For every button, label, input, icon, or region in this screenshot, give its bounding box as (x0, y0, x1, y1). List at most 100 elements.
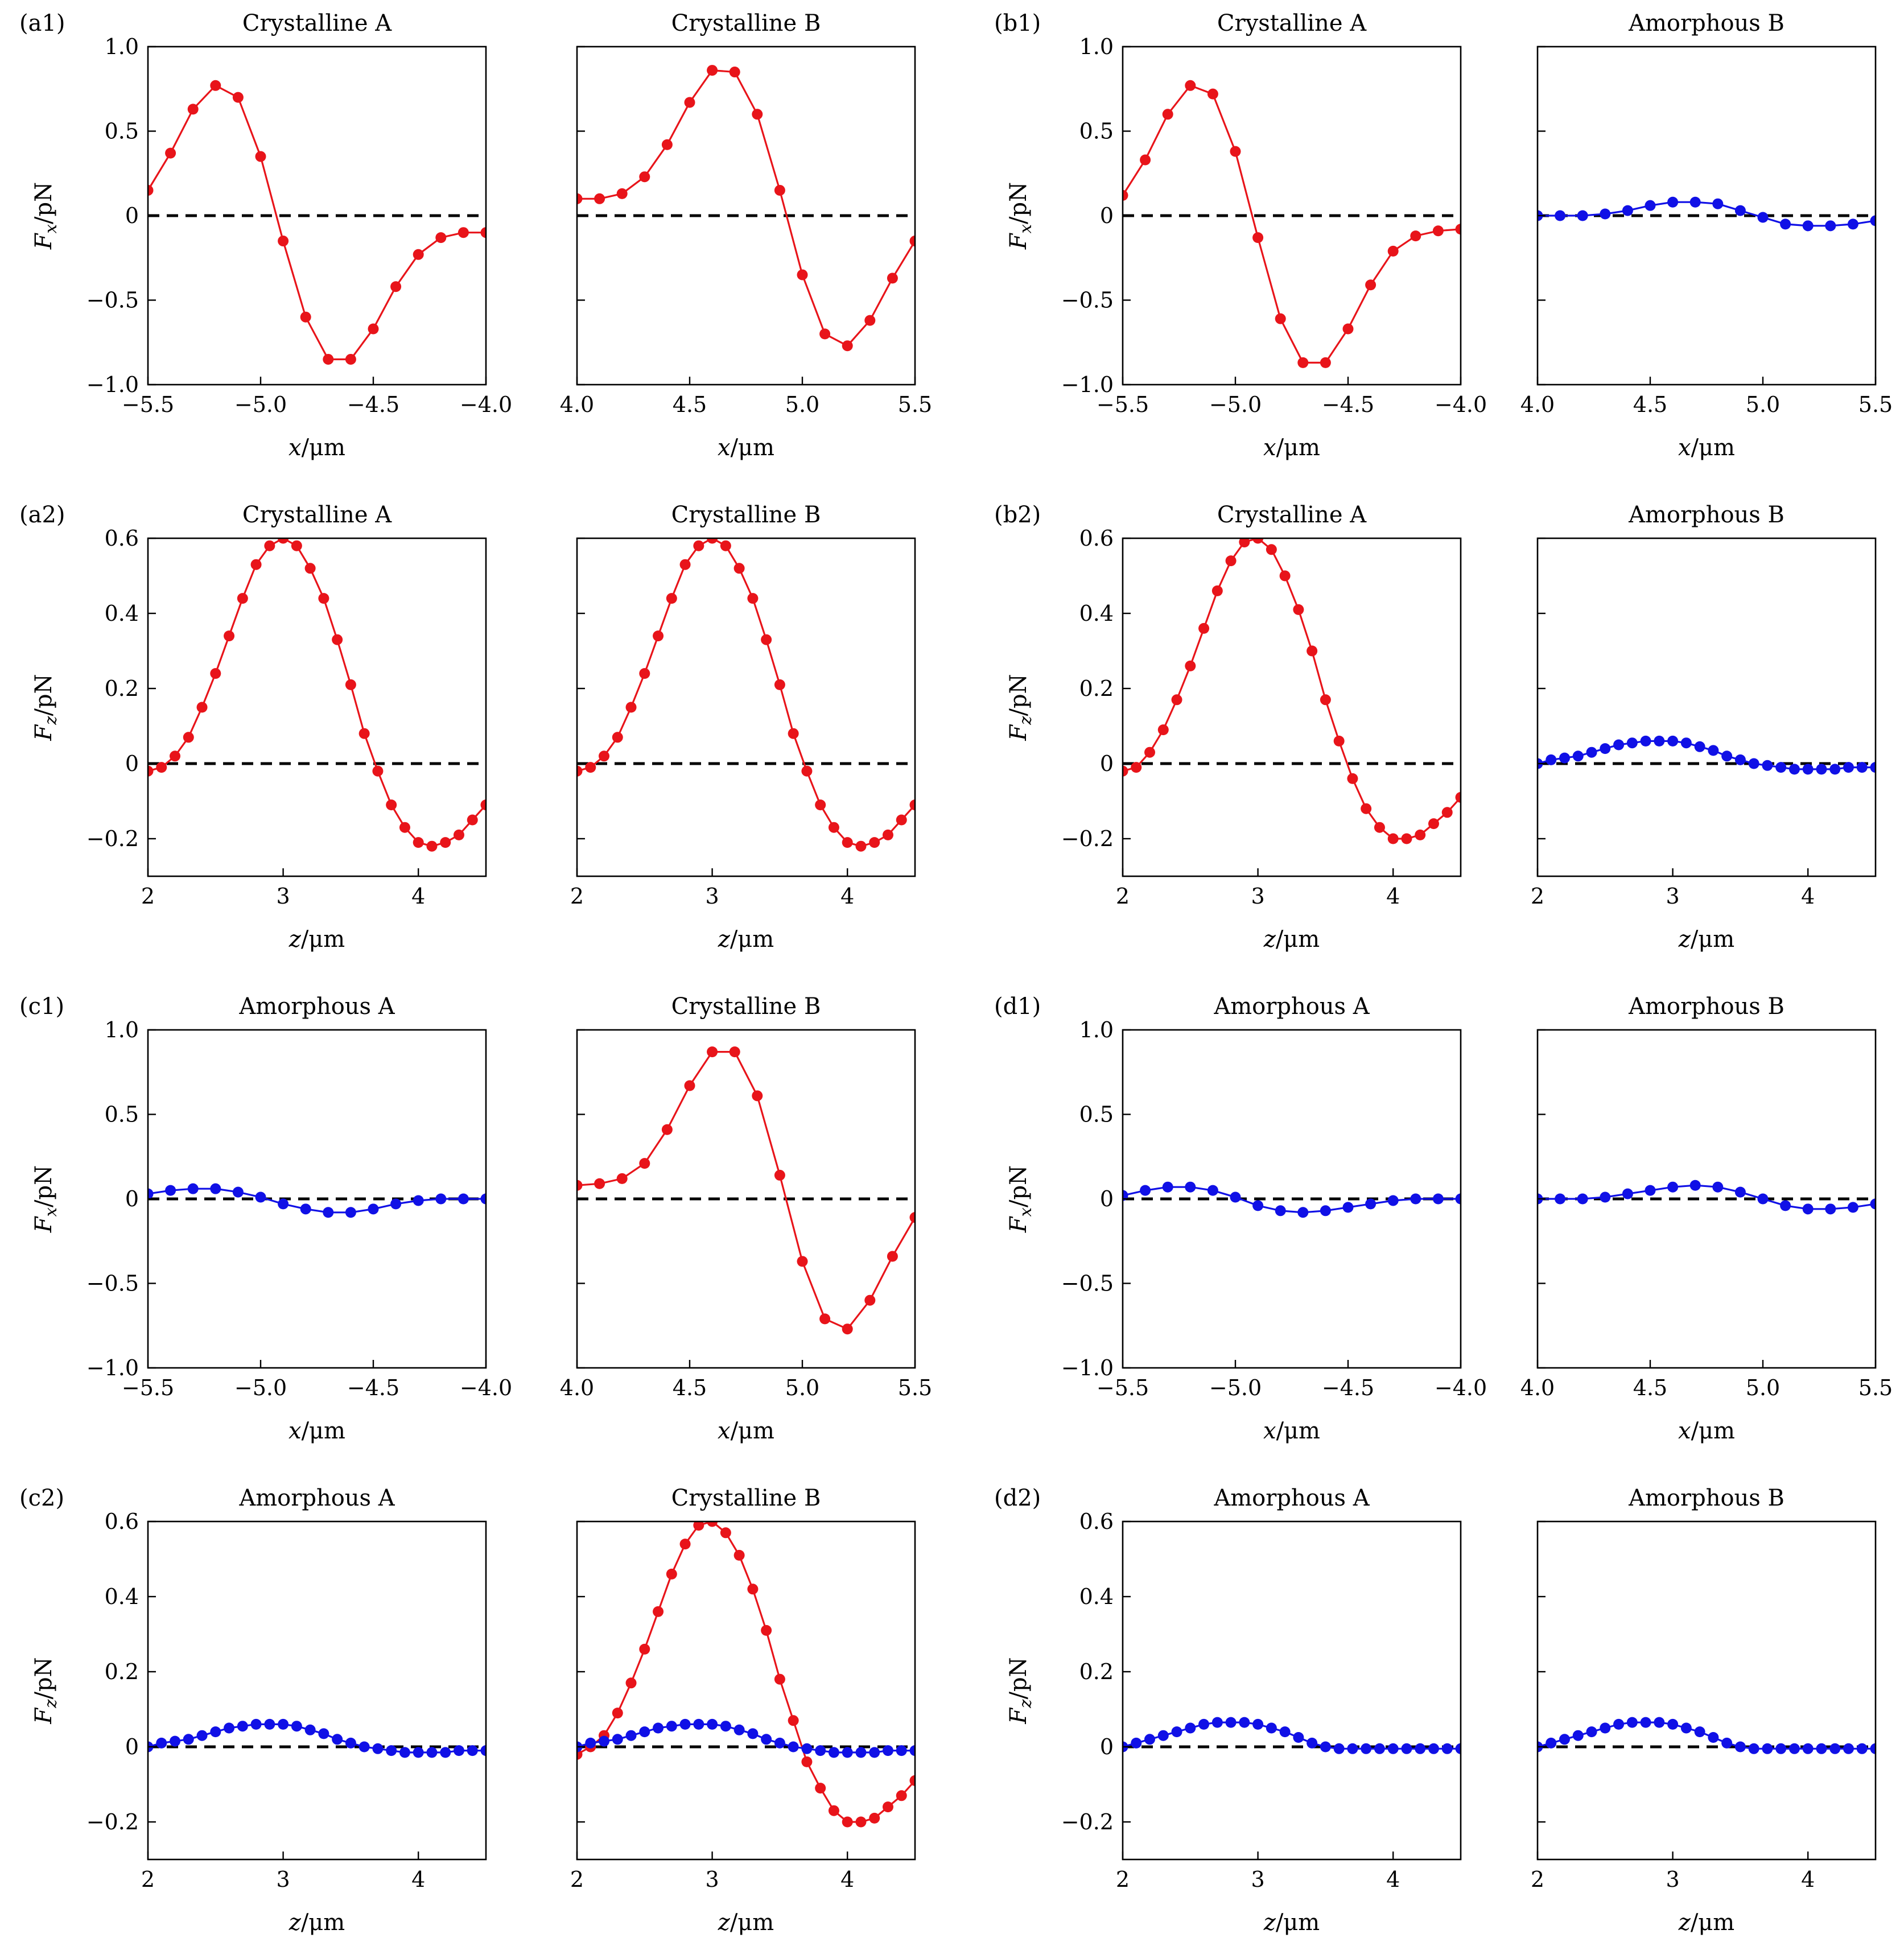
data-point (1613, 1718, 1625, 1730)
data-point (639, 1158, 650, 1169)
y-axis-label: Fx/pN (31, 1165, 60, 1233)
data-point (1546, 754, 1557, 765)
data-point (323, 1207, 334, 1218)
panel-8: Amorphous B 2 3 4 z/μm (1531, 502, 1877, 952)
data-point (801, 1743, 813, 1754)
x-tick-label: 2 (1116, 884, 1130, 909)
data-point (278, 1198, 289, 1210)
x-tick-label: 4 (1386, 1867, 1400, 1892)
data-point (1293, 604, 1304, 615)
data-point (679, 1718, 691, 1730)
data-point (413, 249, 424, 260)
data-point (1577, 1193, 1588, 1205)
series-1 (148, 1718, 486, 1758)
data-point (684, 97, 695, 108)
series-1 (577, 1521, 915, 1828)
x-tick-label: 5.0 (1746, 392, 1780, 417)
x-tick-label: −5.0 (234, 1375, 287, 1400)
data-point (250, 559, 262, 570)
data-point (237, 1721, 248, 1732)
data-point (639, 668, 650, 679)
series-line (577, 69, 915, 347)
data-point (1410, 230, 1421, 242)
data-point (1361, 803, 1372, 814)
series-1 (1538, 1717, 1876, 1754)
data-point (318, 593, 329, 604)
x-axis-label: x/μm (289, 435, 345, 461)
data-point (666, 593, 677, 604)
data-point (390, 1198, 402, 1210)
x-axis-label: z/μm (1678, 926, 1734, 952)
panel-title: Amorphous A (238, 1485, 395, 1511)
data-point (210, 668, 221, 679)
y-tick-label: 0.4 (1079, 601, 1114, 626)
x-axis-label: x/μm (718, 435, 774, 461)
data-point (1347, 1743, 1358, 1754)
x-axis-label: x/μm (1678, 435, 1735, 461)
data-point (1680, 1722, 1692, 1734)
x-tick-label: 4.5 (1633, 1375, 1667, 1400)
data-point (1577, 210, 1588, 221)
data-point (1825, 220, 1836, 232)
data-point (1410, 1193, 1421, 1205)
data-point (1829, 764, 1841, 775)
y-axis-label: Fx/pN (1005, 1165, 1035, 1233)
panel-4: Amorphous B 4.0 4.5 5.0 5.5 x/μm (1520, 10, 1893, 461)
data-point (1600, 1191, 1611, 1203)
series-line (1123, 84, 1461, 364)
data-point (1762, 760, 1773, 771)
data-point (435, 232, 447, 244)
data-point (332, 634, 343, 645)
data-point (855, 1816, 867, 1828)
data-point (666, 1721, 677, 1732)
data-point (345, 1207, 356, 1218)
data-point (1600, 208, 1611, 220)
data-point (1239, 538, 1250, 548)
panel-title: Amorphous B (1628, 10, 1785, 36)
data-point (1847, 1202, 1858, 1213)
data-point (1123, 765, 1128, 777)
data-point (616, 1173, 628, 1184)
data-point (1123, 189, 1128, 201)
y-tick-label: −0.2 (86, 826, 139, 851)
panel-tag: (a1) (19, 10, 65, 36)
y-axis-label: Fx/pN (1005, 182, 1035, 250)
data-point (480, 227, 486, 238)
panel-title: Crystalline A (1217, 10, 1367, 36)
x-axis-label: z/μm (718, 926, 774, 952)
data-point (909, 1775, 915, 1786)
data-point (1721, 751, 1733, 762)
y-tick-label: 0.4 (105, 1584, 139, 1609)
y-tick-label: −1.0 (1061, 372, 1114, 397)
data-point (1297, 357, 1309, 368)
x-tick-label: 2 (570, 1867, 584, 1892)
data-point (1559, 1734, 1571, 1745)
data-point (1694, 1726, 1705, 1738)
series-line (1538, 1184, 1876, 1210)
data-point (653, 630, 664, 642)
data-point (639, 1643, 650, 1655)
data-point (1825, 1203, 1836, 1215)
data-point (1775, 1743, 1787, 1754)
series-line (577, 1050, 915, 1330)
panel-title: Crystalline B (671, 993, 821, 1020)
plot-frame (147, 537, 487, 877)
plot-frame (1122, 537, 1462, 877)
data-point (1185, 80, 1196, 91)
data-point (1780, 1200, 1791, 1211)
data-point (729, 67, 740, 78)
panel-10: Crystalline B 4.0 4.5 5.0 5.5 x/μm (560, 993, 932, 1444)
data-point (788, 728, 799, 739)
data-point (156, 762, 167, 773)
data-point (1626, 1717, 1638, 1728)
series-1 (148, 1183, 486, 1218)
x-tick-label: −5.0 (234, 392, 287, 417)
series-1 (1123, 1717, 1461, 1754)
data-point (1667, 735, 1679, 747)
data-point (585, 1737, 596, 1749)
y-tick-label: 0 (125, 1186, 139, 1211)
y-axis-label: Fz/pN (31, 674, 60, 741)
data-point (815, 1783, 826, 1794)
data-point (788, 1741, 799, 1753)
data-point (1198, 622, 1210, 634)
